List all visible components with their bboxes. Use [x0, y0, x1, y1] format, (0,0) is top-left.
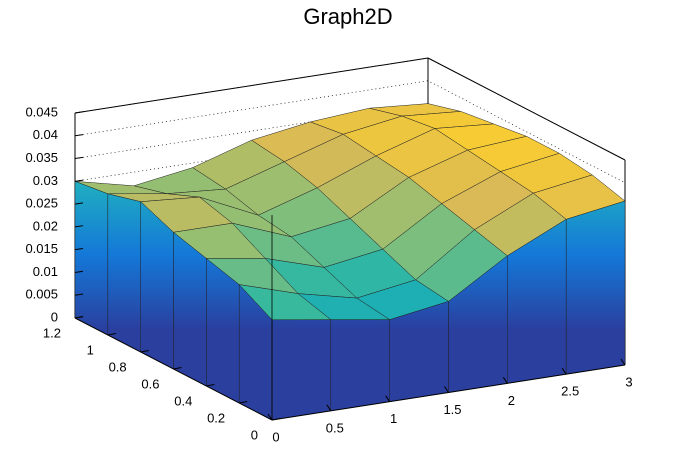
y-tick-label: 0.6 [141, 376, 159, 391]
y-tick [107, 333, 116, 336]
z-tick [74, 179, 84, 182]
x-tick [502, 377, 508, 384]
z-tick [74, 156, 84, 160]
z-tick [74, 202, 84, 205]
z-tick-label: 0.025 [25, 196, 58, 211]
x-tick [385, 395, 391, 402]
z-tick-label: 0.005 [25, 287, 58, 302]
z-tick [74, 111, 84, 114]
y-tick-label: 1.2 [43, 325, 61, 340]
z-tick [74, 225, 84, 228]
x-tick-label: 2.5 [561, 384, 579, 399]
side-wall [74, 180, 109, 336]
z-tick-label: 0.04 [33, 127, 58, 142]
y-tick [173, 367, 182, 370]
x-tick-label: 1 [390, 411, 397, 426]
y-tick [271, 418, 281, 421]
z-tick [74, 134, 84, 137]
x-tick-label: 3 [625, 374, 632, 389]
y-tick-label: 0.8 [109, 359, 127, 374]
x-tick [444, 386, 449, 393]
side-wall [173, 231, 207, 387]
z-tick-label: 0.045 [25, 104, 58, 119]
z-tick [74, 316, 84, 319]
x-tick-label: 2 [508, 393, 515, 408]
y-tick-label: 0.2 [207, 410, 225, 425]
x-tick [561, 367, 567, 375]
side-wall [107, 193, 141, 353]
z-tick-label: 0.02 [33, 218, 58, 233]
x-tick-label: 0.5 [326, 420, 344, 435]
x-tick [326, 404, 332, 412]
front-wall [330, 319, 390, 412]
box-edge [74, 57, 429, 114]
y-tick [206, 384, 215, 387]
chart-title: Graph2D [303, 4, 392, 29]
y-tick-label: 1 [87, 342, 94, 357]
y-tick [239, 401, 248, 404]
y-tick [140, 350, 149, 353]
x-tick [620, 358, 626, 366]
z-tick [74, 247, 84, 251]
x-tick [267, 413, 273, 421]
y-tick-label: 0 [251, 427, 258, 442]
z-tick-label: 0 [51, 309, 58, 324]
z-tick-label: 0.01 [33, 264, 58, 279]
z-tick-label: 0.015 [25, 241, 58, 256]
z-tick-label: 0.03 [33, 173, 58, 188]
z-tick [74, 270, 84, 273]
front-wall [271, 319, 332, 421]
z-tick [74, 293, 84, 296]
z-tick-label: 0.035 [25, 150, 58, 165]
x-tick-label: 0 [272, 429, 279, 444]
front-wall [565, 200, 626, 375]
x-tick-label: 1.5 [443, 402, 461, 417]
y-tick-label: 0.4 [174, 393, 192, 408]
